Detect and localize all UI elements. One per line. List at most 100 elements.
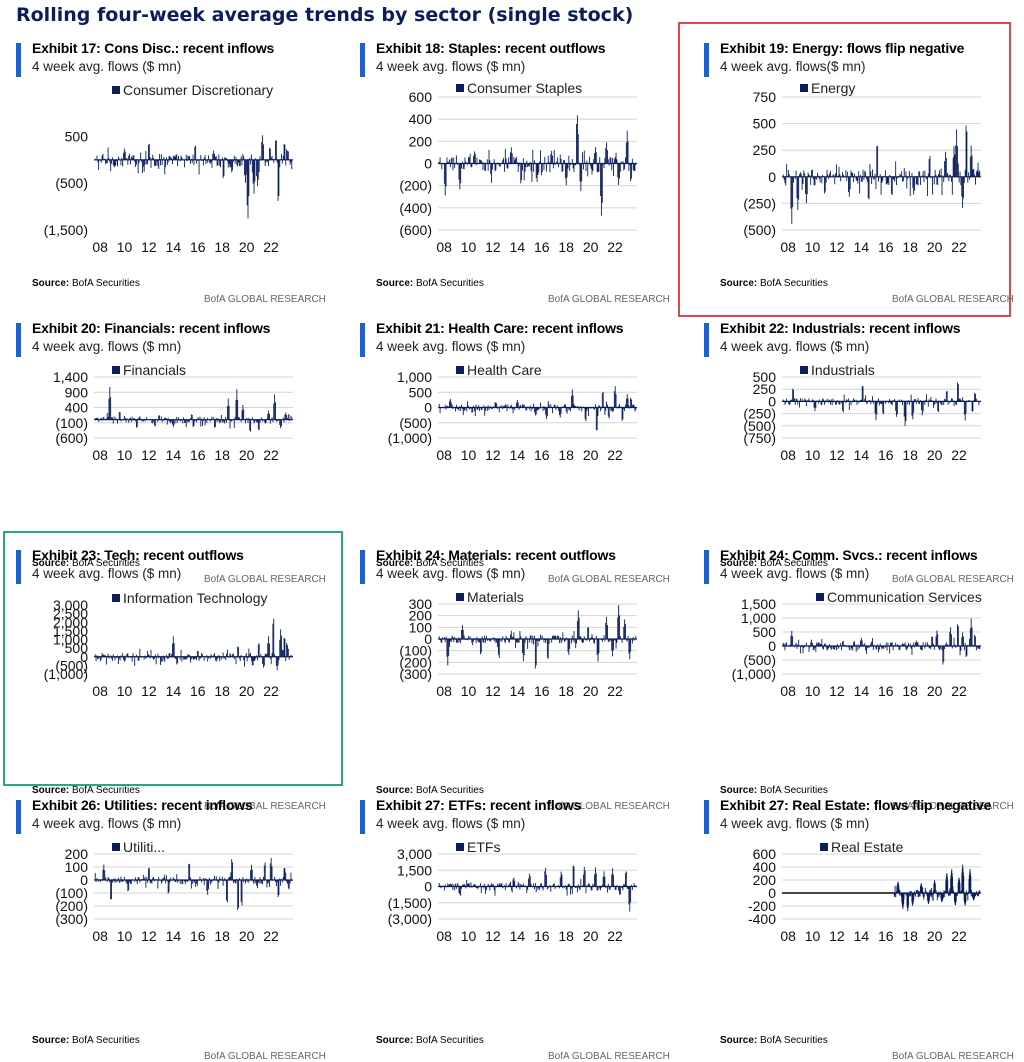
bar [185, 419, 187, 428]
bar [851, 646, 853, 649]
source-label: Source: [32, 785, 70, 796]
bar [225, 656, 227, 661]
bar [259, 877, 261, 880]
bar [894, 893, 896, 897]
bar [916, 642, 918, 646]
bar [155, 159, 157, 166]
bar [609, 157, 611, 164]
bar [903, 401, 905, 417]
bar [488, 149, 490, 164]
bar [212, 418, 214, 420]
y-tick-label: (250) [743, 195, 776, 211]
bar [201, 880, 203, 883]
bar [242, 154, 244, 160]
bar [977, 893, 978, 896]
bar [879, 174, 881, 177]
bar [616, 407, 618, 409]
bar [493, 407, 495, 409]
bar [929, 155, 931, 177]
bar [560, 639, 562, 644]
bar [521, 407, 523, 408]
bar [123, 656, 125, 662]
bar [798, 639, 800, 646]
bar [277, 159, 279, 201]
bar [210, 419, 212, 420]
bar [457, 639, 459, 643]
bar [905, 646, 907, 650]
bar [259, 419, 261, 423]
x-tick-label: 12 [141, 683, 157, 699]
bar [169, 419, 171, 422]
bar [937, 401, 939, 411]
bar [250, 653, 252, 657]
bar [187, 155, 189, 160]
bar [788, 401, 790, 405]
bar [178, 880, 179, 882]
bar [235, 399, 237, 420]
bar [902, 176, 904, 182]
x-tick-label: 10 [117, 239, 133, 255]
bar [475, 639, 477, 644]
bar [619, 886, 621, 895]
bar [950, 627, 952, 646]
bar [172, 636, 174, 657]
bar [164, 159, 166, 175]
bar [925, 176, 927, 178]
bar [446, 405, 448, 408]
bar [517, 639, 519, 642]
bar [920, 646, 922, 650]
bar [487, 883, 489, 887]
bar [494, 402, 496, 408]
bar [99, 419, 100, 421]
bar [247, 159, 249, 219]
bar [852, 172, 854, 177]
bar [910, 394, 912, 402]
bar [166, 880, 168, 882]
bar [924, 892, 925, 894]
bar [614, 386, 616, 408]
bar [486, 639, 488, 641]
bar [876, 646, 878, 650]
bar [621, 886, 623, 889]
bar [113, 416, 115, 420]
bar [458, 163, 460, 180]
y-tick-label: 500 [65, 640, 89, 656]
bar [630, 886, 632, 903]
bar [960, 399, 962, 402]
y-tick-label: (600) [399, 222, 432, 238]
bar [922, 892, 924, 893]
research-footer: BofA GLOBAL RESEARCH [892, 574, 1014, 585]
bar [540, 407, 542, 409]
bar [592, 407, 594, 409]
bar [598, 163, 600, 172]
bar [499, 163, 501, 168]
bar [586, 885, 588, 887]
bar [186, 880, 188, 883]
y-tick-label: 2,000 [53, 614, 88, 630]
bar [973, 400, 975, 402]
bar [96, 417, 98, 420]
bar [624, 163, 626, 170]
x-tick-label: 18 [558, 683, 574, 699]
bar [464, 407, 466, 411]
bar [283, 637, 285, 657]
bar [224, 419, 226, 424]
bar [143, 878, 145, 880]
bar [861, 640, 863, 646]
bar [151, 158, 153, 160]
bar [490, 163, 492, 175]
bar [443, 637, 445, 639]
highlight-box-tech [3, 531, 343, 786]
bar [882, 401, 884, 413]
bar [810, 642, 812, 646]
bar [588, 163, 590, 164]
bar [952, 646, 954, 647]
source-note: Source: BofA Securities [32, 558, 140, 569]
bar [954, 644, 956, 646]
bar [841, 176, 843, 178]
bar [869, 400, 871, 402]
bar [501, 405, 503, 408]
bar [540, 150, 541, 164]
bar [105, 880, 107, 881]
